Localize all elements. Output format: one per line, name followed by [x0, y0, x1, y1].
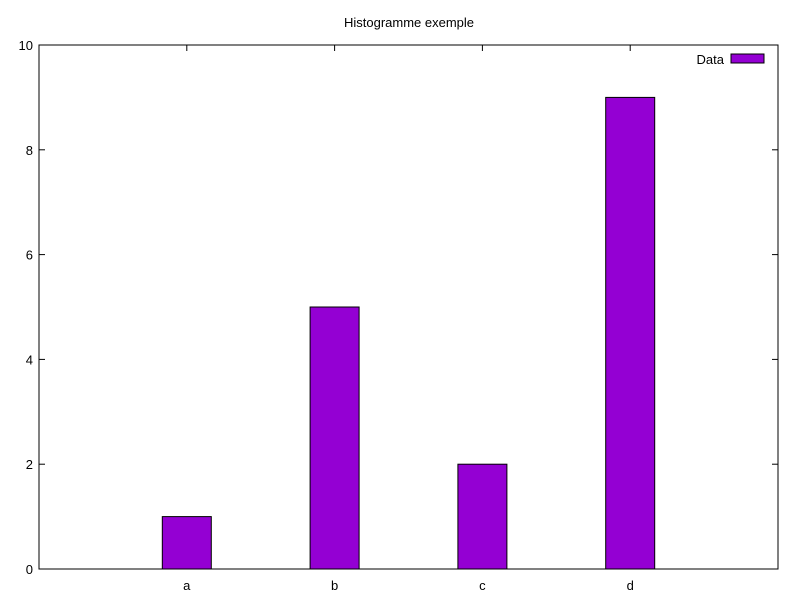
legend-label: Data	[697, 52, 725, 67]
legend-swatch	[730, 53, 765, 64]
bar-d	[605, 96, 656, 570]
x-axis: a b c d	[183, 45, 634, 593]
y-tick-label: 0	[26, 562, 33, 577]
x-tick-label: b	[331, 578, 338, 593]
bar-a	[161, 516, 212, 570]
y-tick-label: 6	[26, 248, 33, 263]
x-tick-label: d	[627, 578, 634, 593]
y-axis: 0 2 4 6 8 10	[19, 38, 778, 577]
chart-title: Histogramme exemple	[344, 15, 474, 30]
bar-series	[161, 96, 656, 570]
x-tick-label: a	[183, 578, 191, 593]
plot-frame	[38, 44, 779, 570]
y-tick-label: 2	[26, 457, 33, 472]
bar-c	[457, 463, 508, 570]
bar-b	[309, 306, 360, 570]
legend: Data	[697, 52, 765, 67]
y-tick-label: 4	[26, 352, 33, 367]
y-tick-label: 10	[19, 38, 33, 53]
y-tick-label: 8	[26, 143, 33, 158]
x-tick-label: c	[479, 578, 486, 593]
